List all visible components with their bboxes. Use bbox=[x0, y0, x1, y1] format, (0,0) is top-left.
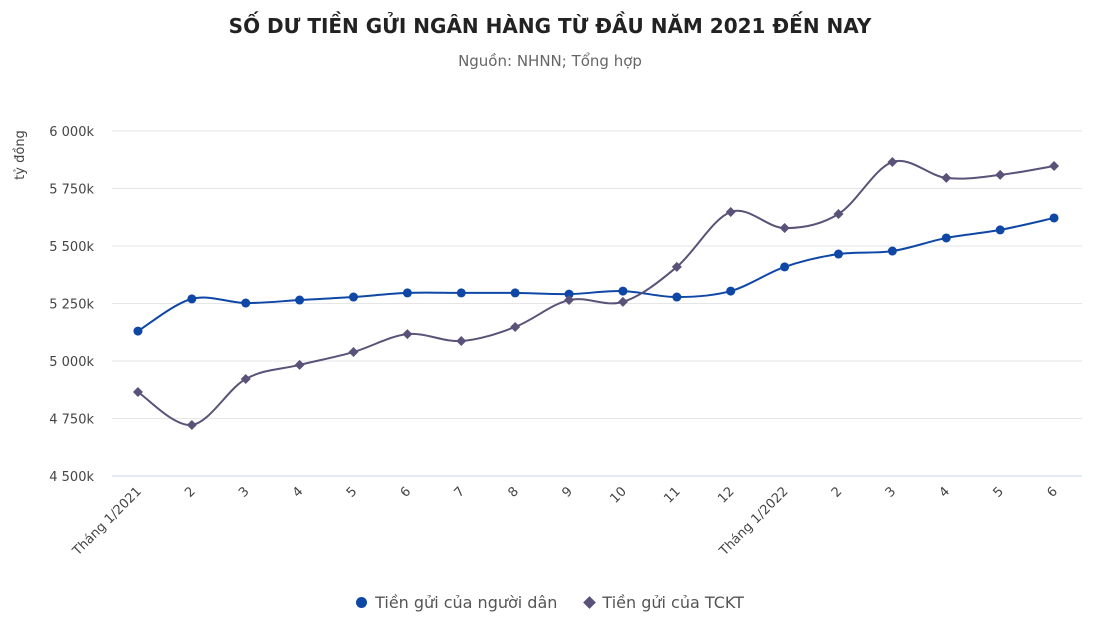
x-tick-label: 12 bbox=[715, 484, 737, 506]
x-tick-label: Tháng 1/2021 bbox=[69, 484, 144, 559]
data-point bbox=[187, 294, 197, 304]
x-tick-label: 5 bbox=[991, 484, 1007, 500]
data-point bbox=[295, 295, 305, 305]
data-point bbox=[186, 419, 197, 430]
data-point bbox=[887, 157, 898, 168]
data-point bbox=[402, 329, 413, 340]
data-point bbox=[240, 373, 251, 384]
diamond-marker-icon bbox=[583, 596, 597, 609]
circle-marker-icon bbox=[356, 597, 368, 608]
data-point bbox=[780, 262, 790, 272]
x-tick-label: 2 bbox=[829, 484, 845, 500]
data-point bbox=[672, 292, 682, 302]
data-point bbox=[1049, 160, 1060, 171]
data-point bbox=[456, 288, 466, 298]
x-tick-label: 7 bbox=[452, 484, 468, 500]
data-point bbox=[779, 223, 790, 234]
data-point bbox=[348, 347, 359, 358]
data-point bbox=[671, 261, 682, 272]
x-tick-label: 6 bbox=[1044, 484, 1060, 500]
data-point bbox=[941, 233, 951, 243]
y-tick-label: 5 500k bbox=[49, 240, 94, 255]
y-axis-label: tỷ đồng bbox=[13, 130, 28, 180]
data-point bbox=[241, 298, 251, 308]
data-point bbox=[133, 326, 143, 336]
x-tick-label: 3 bbox=[236, 484, 252, 500]
legend-item-0[interactable]: Tiền gửi của người dân bbox=[356, 593, 557, 612]
x-tick-label: 11 bbox=[661, 484, 683, 506]
chart-title: SỐ DƯ TIỀN GỬI NGÂN HÀNG TỪ ĐẦU NĂM 2021… bbox=[228, 14, 872, 38]
data-point bbox=[617, 296, 628, 307]
y-tick-label: 4 500k bbox=[49, 470, 94, 485]
legend-label: Tiền gửi của TCKT bbox=[602, 593, 744, 612]
x-tick-label: 5 bbox=[344, 484, 360, 500]
data-point bbox=[294, 359, 305, 370]
data-point bbox=[995, 169, 1006, 180]
data-point bbox=[456, 335, 467, 346]
x-tick-label: 9 bbox=[559, 484, 575, 500]
data-point bbox=[510, 288, 520, 298]
data-point bbox=[618, 286, 628, 296]
x-tick-label: 2 bbox=[182, 484, 198, 500]
y-tick-label: 5 000k bbox=[49, 355, 94, 370]
x-tick-label: 4 bbox=[937, 484, 953, 500]
data-point bbox=[833, 209, 844, 220]
data-point bbox=[132, 387, 143, 398]
x-tick-label: 3 bbox=[883, 484, 899, 500]
chart-subtitle: Nguồn: NHNN; Tổng hợp bbox=[458, 52, 642, 70]
data-point bbox=[349, 292, 358, 302]
y-tick-label: 5 750k bbox=[49, 183, 94, 198]
data-point bbox=[887, 246, 897, 256]
series-line bbox=[137, 216, 1055, 332]
x-tick-label: 8 bbox=[506, 484, 522, 500]
legend-label: Tiền gửi của người dân bbox=[375, 593, 558, 612]
data-point bbox=[402, 288, 412, 298]
data-point bbox=[564, 289, 574, 299]
x-tick-label: 4 bbox=[290, 484, 306, 500]
y-tick-label: 5 250k bbox=[49, 298, 94, 313]
data-point bbox=[1049, 213, 1059, 223]
y-tick-label: 6 000k bbox=[49, 125, 94, 140]
data-point bbox=[725, 206, 736, 217]
x-tick-label: 6 bbox=[398, 484, 414, 500]
data-point bbox=[941, 172, 952, 183]
data-point bbox=[564, 295, 575, 306]
legend: Tiền gửi của người dân Tiền gửi của TCKT bbox=[0, 593, 1100, 612]
data-point bbox=[510, 321, 521, 332]
y-tick-label: 4 750k bbox=[49, 413, 94, 428]
data-point bbox=[726, 286, 736, 296]
data-point bbox=[995, 225, 1005, 235]
data-point bbox=[834, 249, 843, 259]
legend-item-1[interactable]: Tiền gửi của TCKT bbox=[583, 593, 744, 612]
x-tick-label: 10 bbox=[607, 484, 629, 506]
